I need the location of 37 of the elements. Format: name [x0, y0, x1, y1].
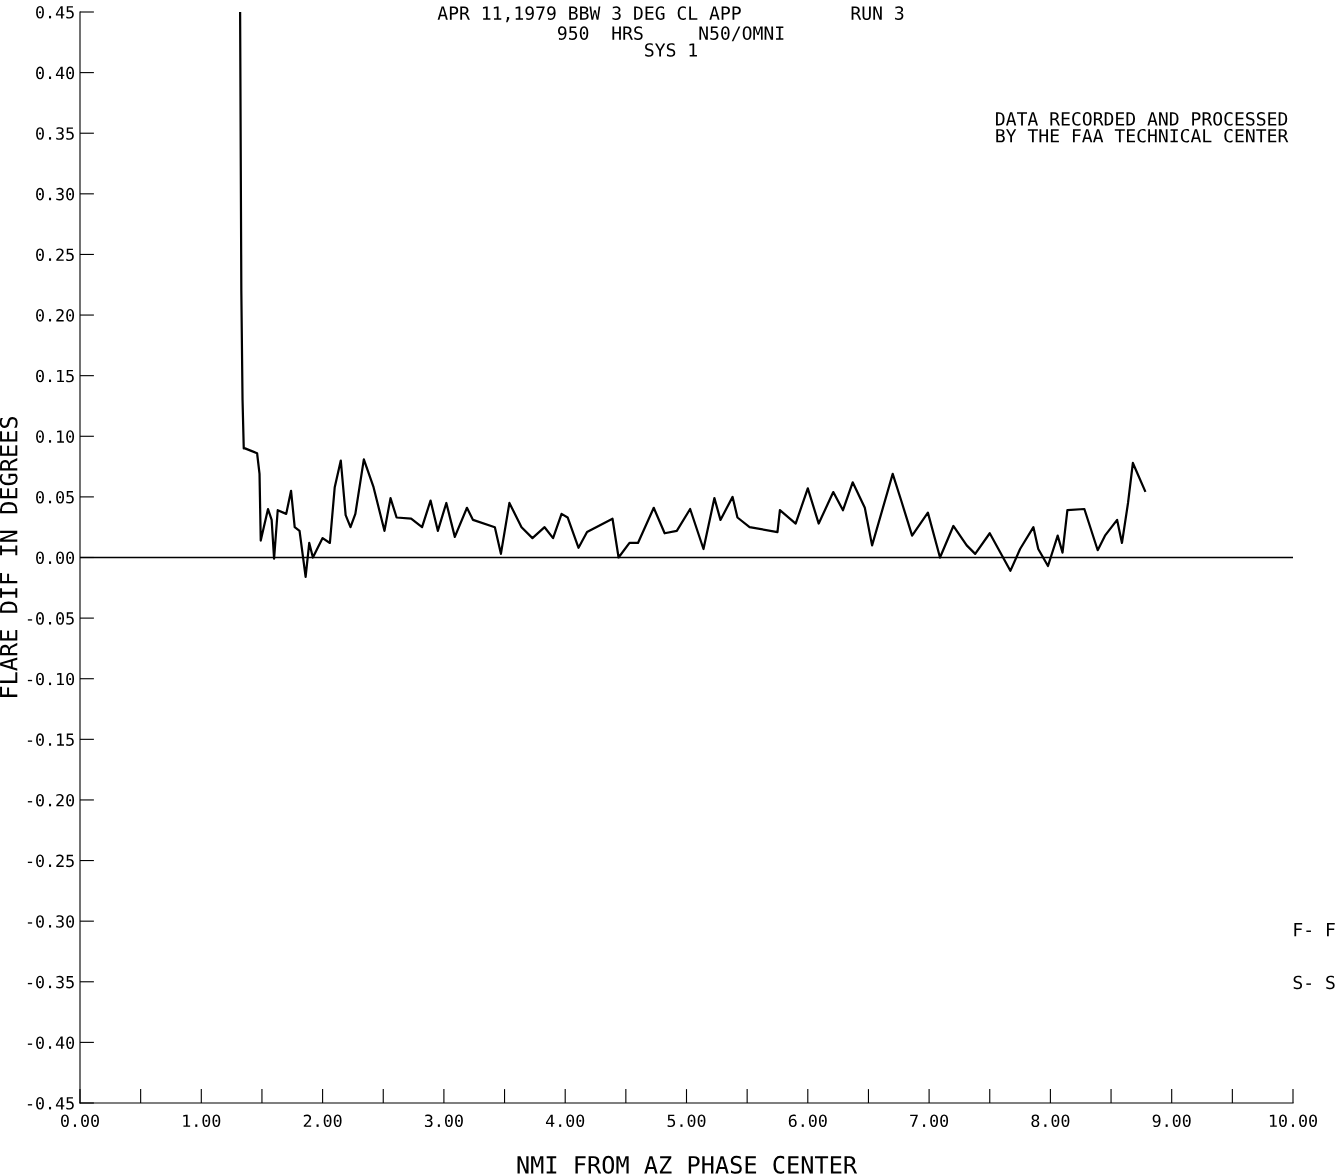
- y-tick-label: -0.05: [27, 612, 74, 625]
- y-tick-label: -0.15: [27, 733, 74, 746]
- y-tick-label: 0.10: [36, 430, 75, 443]
- annotation: DATA RECORDED AND PROCESSED BY THE FAA TECHNICAL CENTER: [996, 112, 1289, 143]
- y-tick-label: 0.05: [36, 490, 74, 504]
- y-tick-label: -0.25: [27, 854, 74, 868]
- y-tick-label: 0.00: [36, 551, 75, 565]
- y-tick-label: -0.30: [27, 915, 75, 928]
- y-tick-label: 0.20: [36, 309, 75, 322]
- y-tick-label: -0.10: [27, 672, 75, 686]
- y-tick-label: 0.45: [36, 6, 74, 19]
- x-tick-label: 4.00: [545, 1114, 585, 1128]
- y-tick-label: 0.30: [36, 187, 75, 201]
- x-tick-label: 3.00: [424, 1114, 463, 1128]
- text: F- F: [1294, 923, 1335, 937]
- y-tick-label: -0.35: [27, 975, 74, 989]
- x-tick-label: 6.00: [788, 1114, 827, 1128]
- y-tick-label: -0.20: [27, 793, 75, 807]
- y-tick-label: 0.25: [36, 248, 74, 262]
- y-axis-title: FLARE DIF IN DEGREES: [0, 416, 18, 697]
- x-tick-label: 5.00: [667, 1114, 706, 1128]
- chart-title: APR 11,1979 BBW 3 DEG CL APP RUN 3: [437, 6, 904, 23]
- x-axis-title: NMI FROM AZ PHASE CENTER: [517, 1155, 858, 1174]
- y-tick-label: 0.15: [36, 369, 74, 383]
- y-tick-label: 0.40: [36, 66, 75, 80]
- text: S- S: [1293, 975, 1335, 990]
- x-tick-label: 10.00: [1269, 1114, 1318, 1128]
- y-tick-label: -0.45: [27, 1097, 74, 1110]
- y-tick-label: -0.40: [27, 1036, 75, 1049]
- y-tick-label: 0.35: [36, 127, 74, 140]
- x-tick-label: 9.00: [1152, 1114, 1191, 1128]
- text: 950 HRS N50/OMNI SYS 1: [557, 26, 784, 57]
- x-tick-label: 2.00: [303, 1114, 342, 1128]
- x-tick-label: 8.00: [1031, 1114, 1070, 1128]
- x-tick-label: 1.00: [183, 1114, 221, 1128]
- x-tick-label: 7.00: [910, 1114, 949, 1128]
- x-tick-label: 0.00: [61, 1114, 99, 1128]
